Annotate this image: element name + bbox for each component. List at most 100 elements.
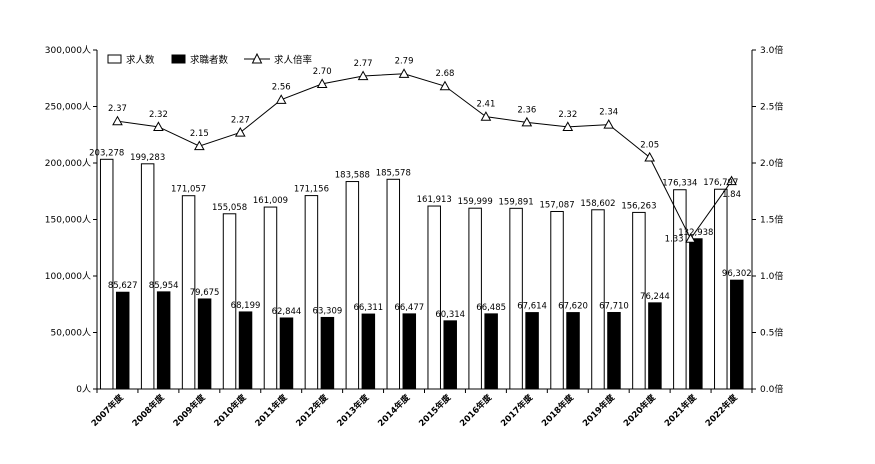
bar-job-openings	[427, 205, 441, 390]
legend-triangle-icon	[251, 52, 263, 64]
ratio-marker	[726, 175, 737, 186]
label-job-seekers: 67,710	[599, 301, 629, 311]
y-right-tick-label: 0.0倍	[760, 383, 783, 395]
label-job-openings: 155,058	[212, 203, 247, 213]
label-ratio: 2.32	[149, 110, 168, 120]
bar-job-openings	[550, 210, 564, 390]
label-job-openings: 156,263	[621, 201, 656, 211]
data-labels: 203,278 85,627 199,283 85,954 171,057 79,675 1…	[89, 57, 752, 320]
legend-label-job-openings: 求人数	[126, 54, 155, 66]
ratio-line	[112, 68, 737, 243]
ratio-marker	[439, 80, 451, 91]
bar-job-openings	[632, 211, 646, 390]
ratio-marker	[357, 70, 369, 81]
bar-job-openings	[468, 207, 482, 390]
bar-job-openings	[591, 209, 605, 390]
bar-job-seekers	[197, 298, 212, 390]
category-label: 2010年度	[212, 392, 249, 429]
ratio-line-path	[117, 73, 732, 240]
label-job-openings: 171,156	[294, 185, 329, 195]
label-ratio: 2.05	[640, 140, 659, 150]
bar-job-seekers	[730, 279, 744, 390]
category-label: 2019年度	[580, 392, 617, 429]
category-label: 2009年度	[171, 392, 208, 429]
bar-job-openings	[345, 181, 360, 390]
label-job-openings: 161,009	[253, 196, 288, 206]
bars	[99, 158, 744, 390]
label-ratio: 2.68	[436, 69, 455, 79]
ratio-marker	[521, 116, 533, 127]
bar-job-seekers	[525, 312, 539, 390]
label-job-openings: 203,278	[89, 148, 124, 158]
label-job-seekers: 63,309	[313, 306, 343, 316]
bar-job-seekers	[238, 311, 253, 390]
category-label: 2007年度	[89, 392, 126, 429]
ratio-marker	[562, 121, 574, 131]
bar-job-openings	[222, 213, 237, 390]
y-right-tick-label: 2.0倍	[760, 157, 783, 169]
bar-job-openings	[181, 195, 196, 390]
label-ratio: 2.32	[558, 110, 577, 120]
ratio-marker	[685, 233, 696, 243]
ratio-marker	[153, 121, 164, 131]
legend-label-job-seekers: 求職者数	[190, 54, 229, 66]
category-label: 2018年度	[539, 392, 576, 429]
label-ratio: 1.84	[722, 190, 741, 200]
y-left-tick-label: 250,000人	[45, 102, 91, 113]
label-ratio: 2.70	[313, 67, 332, 77]
category-label: 2017年度	[498, 392, 535, 429]
y-left-tick-label: 150,000人	[45, 215, 91, 226]
label-job-seekers: 79,675	[190, 288, 220, 298]
label-job-openings: 159,999	[458, 197, 493, 207]
category-label: 2020年度	[621, 392, 658, 429]
ratio-marker	[275, 94, 287, 104]
legend-swatch-job-openings	[107, 54, 122, 64]
bar-job-openings	[140, 163, 155, 390]
bar-job-seekers	[443, 320, 457, 390]
ratio-marker	[480, 111, 492, 121]
bar-job-seekers	[484, 313, 498, 390]
ratio-marker	[644, 151, 656, 162]
category-label: 2016年度	[457, 392, 494, 429]
label-ratio: 2.27	[231, 115, 250, 125]
label-job-seekers: 68,199	[231, 301, 261, 311]
label-job-seekers: 66,485	[476, 303, 506, 313]
label-ratio: 1.33	[665, 235, 684, 245]
category-label: 2011年度	[253, 392, 290, 429]
bar-job-seekers	[689, 238, 703, 390]
label-ratio: 2.41	[476, 100, 495, 110]
category-label: 2013年度	[335, 392, 372, 429]
label-job-seekers: 132,938	[678, 228, 713, 238]
category-label: 2014年度	[376, 392, 413, 429]
label-job-seekers: 67,614	[517, 302, 547, 312]
bar-job-openings	[714, 188, 728, 390]
y-left-tick-label: 200,000人	[45, 158, 91, 169]
ratio-marker	[193, 140, 205, 151]
label-ratio: 2.56	[272, 83, 291, 93]
bar-job-seekers	[156, 291, 171, 390]
bar-job-openings	[673, 189, 687, 390]
y-left-tick-label: 0人	[76, 384, 91, 395]
bar-job-seekers	[320, 316, 335, 390]
label-job-openings: 176,797	[703, 178, 738, 188]
bar-job-openings	[99, 158, 114, 390]
label-job-seekers: 85,954	[149, 281, 179, 291]
bar-job-seekers	[402, 313, 417, 390]
label-job-openings: 161,913	[417, 195, 452, 205]
y-right-tick-label: 1.0倍	[760, 270, 783, 282]
bar-job-seekers	[115, 291, 130, 390]
category-label: 2012年度	[294, 392, 331, 429]
y-left-tick-label: 100,000人	[45, 271, 91, 282]
bar-job-seekers	[566, 312, 580, 390]
bar-job-seekers	[607, 311, 621, 390]
category-label: 2008年度	[130, 392, 167, 429]
bar-job-openings	[263, 206, 278, 390]
bar-job-seekers	[279, 317, 294, 390]
label-job-seekers: 66,311	[353, 303, 383, 313]
y-right-tick-label: 1.5倍	[760, 214, 783, 226]
y-right-tick-label: 0.5倍	[760, 327, 783, 339]
ratio-marker	[398, 68, 410, 78]
label-job-openings: 158,602	[580, 199, 615, 209]
bar-job-openings	[386, 178, 401, 390]
label-job-openings: 185,578	[376, 168, 411, 178]
